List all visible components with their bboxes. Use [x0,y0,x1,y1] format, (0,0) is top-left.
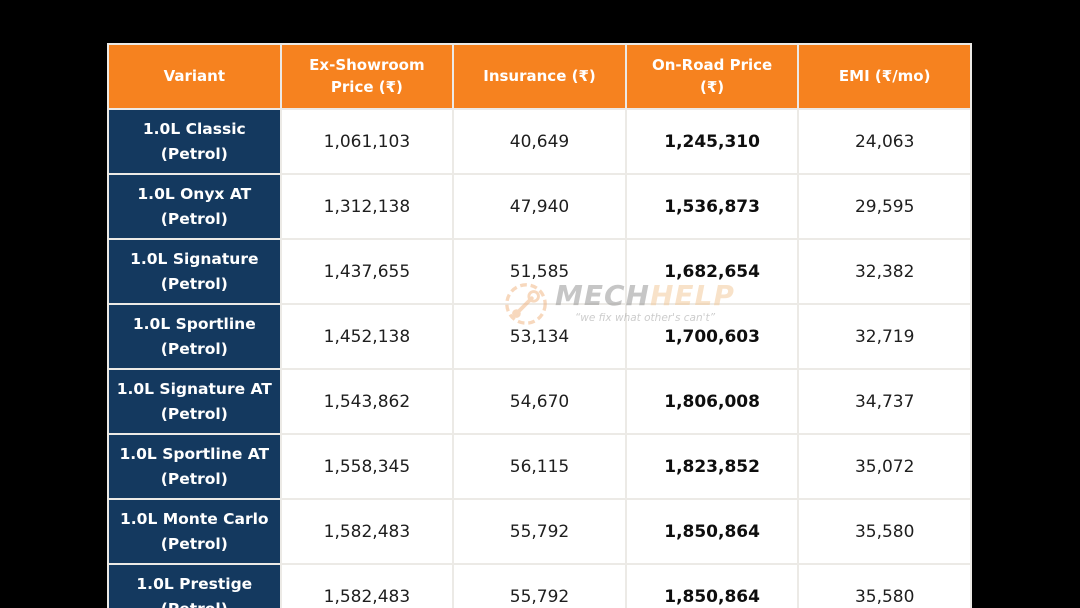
variant-cell: 1.0L Classic (Petrol) [109,110,280,173]
variant-fuel: (Petrol) [160,339,228,358]
variant-cell: 1.0L Signature AT (Petrol) [109,370,280,433]
variant-name: 1.0L Classic [142,120,246,139]
ex-showroom-value: 1,582,483 [281,500,453,563]
emi-value: 35,580 [799,500,970,563]
variant-cell: 1.0L Sportline (Petrol) [109,305,280,368]
on-road-value: 1,682,654 [626,240,798,303]
insurance-value: 55,792 [454,500,625,563]
on-road-value: 1,806,008 [626,370,798,433]
insurance-value: 54,670 [454,370,625,433]
variant-cell: 1.0L Monte Carlo (Petrol) [109,500,280,563]
column-header-insurance: Insurance (₹) [454,45,625,108]
emi-value: 32,382 [799,240,970,303]
emi-value: 34,737 [799,370,970,433]
ex-showroom-value: 1,061,103 [281,110,453,173]
emi-value: 32,719 [799,305,970,368]
variant-cell: 1.0L Prestige (Petrol) [109,565,280,608]
variant-fuel: (Petrol) [160,404,228,423]
variant-fuel: (Petrol) [160,209,228,228]
variant-name: 1.0L Sportline [132,315,256,334]
insurance-value: 56,115 [454,435,625,498]
variant-name: 1.0L Monte Carlo [119,510,269,529]
variant-fuel: (Petrol) [160,469,228,488]
column-header-ex-showroom: Ex-Showroom Price (₹) [281,45,453,108]
emi-value: 29,595 [799,175,970,238]
variant-name: 1.0L Sportline AT [119,445,270,464]
emi-value: 35,580 [799,565,970,608]
price-table: Variant Ex-Showroom Price (₹) Insurance … [107,43,972,608]
on-road-value: 1,850,864 [626,500,798,563]
on-road-value: 1,850,864 [626,565,798,608]
ex-showroom-value: 1,543,862 [281,370,453,433]
emi-value: 35,072 [799,435,970,498]
variant-cell: 1.0L Sportline AT (Petrol) [109,435,280,498]
insurance-value: 40,649 [454,110,625,173]
variant-cell: 1.0L Signature (Petrol) [109,240,280,303]
ex-showroom-value: 1,437,655 [281,240,453,303]
insurance-value: 51,585 [454,240,625,303]
on-road-value: 1,700,603 [626,305,798,368]
ex-showroom-value: 1,558,345 [281,435,453,498]
variant-name: 1.0L Onyx AT [137,185,252,204]
on-road-value: 1,536,873 [626,175,798,238]
on-road-value: 1,245,310 [626,110,798,173]
insurance-value: 47,940 [454,175,625,238]
variant-fuel: (Petrol) [160,534,228,553]
insurance-value: 53,134 [454,305,625,368]
emi-value: 24,063 [799,110,970,173]
ex-showroom-value: 1,582,483 [281,565,453,608]
variant-cell: 1.0L Onyx AT (Petrol) [109,175,280,238]
on-road-value: 1,823,852 [626,435,798,498]
insurance-value: 55,792 [454,565,625,608]
column-header-variant: Variant [109,45,280,108]
ex-showroom-value: 1,452,138 [281,305,453,368]
ex-showroom-value: 1,312,138 [281,175,453,238]
column-header-on-road: On-Road Price (₹) [626,45,798,108]
variant-fuel: (Petrol) [160,144,228,163]
column-header-emi: EMI (₹/mo) [799,45,970,108]
variant-name: 1.0L Signature AT [116,380,272,399]
variant-name: 1.0L Signature [130,250,259,269]
variant-name: 1.0L Prestige [136,575,253,594]
variant-fuel: (Petrol) [160,274,228,293]
variant-fuel: (Petrol) [161,597,228,608]
